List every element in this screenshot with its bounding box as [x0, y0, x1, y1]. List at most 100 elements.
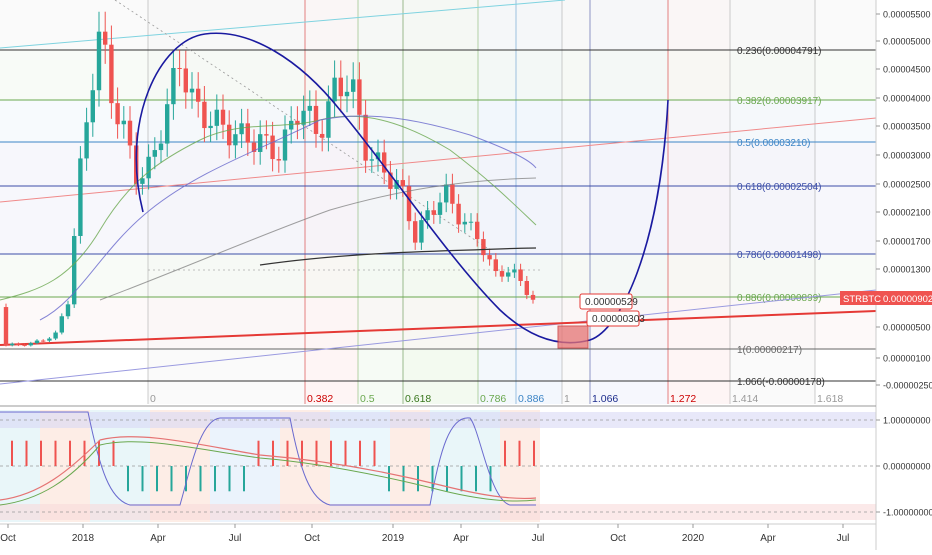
price-axis-label: 0.00004000 [883, 94, 931, 104]
price-axis-label: 0.00003000 [883, 151, 931, 161]
fib-time-label: 1.414 [732, 393, 758, 405]
time-axis-label: Jul [532, 533, 545, 544]
candle-body [499, 271, 505, 277]
candle-body [413, 221, 418, 243]
candle-body [72, 235, 77, 305]
candle-body [444, 184, 449, 203]
candle-body [450, 184, 455, 204]
fib-price-band [0, 297, 876, 349]
candle-body [214, 109, 219, 126]
candle-body [146, 156, 151, 179]
candle-body [127, 120, 133, 146]
candle-body [258, 134, 263, 152]
candle-body [462, 221, 467, 225]
candle-body [344, 91, 350, 97]
candle-body [177, 67, 182, 69]
time-axis-label: 2019 [382, 533, 405, 544]
candle-body [406, 186, 412, 222]
fib-time-label: 1.618 [817, 393, 843, 405]
candle-body [394, 180, 399, 189]
fib-level-label: 0.382(0.00003917) [737, 96, 822, 107]
fib-time-label: 0.786 [480, 393, 506, 405]
symbol-badge [840, 291, 932, 305]
candle-body [524, 280, 529, 295]
candle-body [227, 124, 232, 146]
candle-body [320, 133, 325, 138]
candle-body [475, 221, 480, 240]
last-price-label: 0.00000902 [883, 294, 932, 305]
fib-price-band [0, 186, 876, 254]
candle-body [28, 343, 33, 346]
candle-body [295, 120, 300, 125]
candle-body [301, 110, 306, 125]
osc-axis-label: 1.00000000 [883, 416, 931, 426]
candle-body [251, 142, 257, 152]
candle-body [121, 120, 126, 125]
time-axis-label: Oct [610, 533, 626, 544]
candle-body [140, 178, 145, 184]
candle-body [307, 105, 312, 111]
candle-body [10, 343, 15, 346]
candle-body [233, 134, 238, 146]
price-axis-label: 0.00000500 [883, 323, 931, 333]
candle-body [183, 68, 188, 93]
candle-body [326, 101, 331, 138]
candle-body [357, 79, 362, 115]
candle-body [481, 239, 486, 256]
fib-time-label: 0.886 [518, 393, 544, 405]
time-axis-label: Oct [304, 533, 320, 544]
candle-body [34, 340, 40, 344]
candle-body [196, 88, 201, 102]
candle-body [84, 122, 89, 159]
candle-body [65, 304, 71, 317]
fib-time-label: 1 [564, 393, 570, 405]
candle-body [388, 172, 393, 189]
time-axis-label: Jul [229, 533, 242, 544]
candle-body [289, 120, 294, 130]
candle-body [512, 269, 517, 273]
candle-body [400, 180, 405, 187]
candle-body [518, 269, 523, 281]
candle-body [431, 210, 436, 215]
candle-body [41, 340, 46, 342]
candle-body [437, 202, 443, 215]
candle-body [487, 255, 492, 260]
candle-body [220, 109, 226, 125]
candle-body [3, 307, 9, 346]
candle-body [22, 344, 27, 346]
fib-level-label: 0.618(0.00002504) [737, 182, 822, 193]
candle-body [47, 338, 52, 341]
osc-signal-line [0, 436, 537, 501]
time-axis-label: 2018 [72, 533, 95, 544]
fib-level-label: 0.5(0.00003210) [737, 138, 810, 149]
candle-body [282, 129, 288, 161]
candle-body [506, 272, 511, 277]
fib-time-label: 0.618 [405, 393, 431, 405]
candle-body [239, 123, 244, 135]
candle-body [530, 294, 536, 300]
time-axis-label: Jul [837, 533, 850, 544]
candle-body [382, 152, 387, 173]
candle-body [171, 67, 176, 105]
fib-price-band [0, 0, 876, 50]
fib-level-label: 1.066(-0.00000178) [737, 377, 825, 388]
fib-level-label: 1(0.00000217) [737, 345, 802, 356]
candle-body [59, 316, 64, 333]
time-axis-label: Oct [0, 533, 16, 544]
time-axis-label: 2020 [682, 533, 705, 544]
annotation-label: 0.00000303 [592, 314, 645, 325]
fib-price-band [0, 50, 876, 100]
candle-body [16, 343, 21, 345]
annotation-box [579, 293, 633, 310]
candle-body [165, 104, 170, 144]
candle-body [53, 332, 58, 339]
time-axis-label: Apr [760, 533, 776, 544]
annotation-label: 0.00000529 [585, 297, 638, 308]
candle-body [419, 220, 424, 243]
candle-body [363, 114, 368, 161]
candle-body [109, 44, 114, 104]
osc-axis-label: 0.00000000 [883, 462, 931, 472]
ma-long [99, 177, 537, 301]
